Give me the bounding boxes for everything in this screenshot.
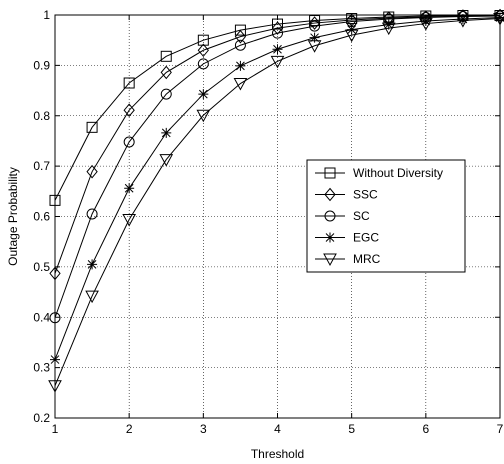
data-point: [234, 39, 246, 51]
data-point: [124, 183, 135, 194]
data-point: [86, 121, 98, 133]
data-point: [86, 208, 98, 220]
y-axis-label: Outage Probability: [6, 167, 20, 266]
y-tick-label: 0.4: [33, 310, 50, 324]
data-point: [160, 65, 172, 80]
data-point: [270, 55, 285, 69]
data-point: [309, 32, 320, 43]
x-tick-label: 3: [200, 422, 207, 436]
data-point: [493, 13, 504, 26]
x-tick-label: 5: [348, 422, 355, 436]
legend-marker: [323, 253, 337, 267]
legend-entry: SC: [315, 209, 370, 223]
legend-label: SC: [353, 209, 370, 223]
x-axis-label: Threshold: [251, 447, 304, 461]
data-point: [160, 50, 172, 62]
data-point: [198, 89, 209, 100]
data-point: [234, 29, 247, 44]
data-point: [197, 58, 209, 70]
tick-layer: 1 2 3 4 5 6 7 0.2 0.3 0.4 0.5 0.6 0.7 0.8 0.9 1: [33, 8, 503, 436]
legend-marker: [325, 232, 335, 243]
data-point: [346, 24, 357, 35]
y-tick-label: 0.2: [33, 411, 50, 425]
x-tick-label: 6: [422, 422, 429, 436]
data-point: [456, 15, 470, 28]
x-tick-label: 1: [52, 422, 59, 436]
data-point: [235, 60, 246, 71]
axes-layer: [54, 14, 501, 419]
data-point: [383, 19, 394, 30]
data-point: [272, 44, 283, 55]
y-tick-label: 0.3: [33, 361, 50, 375]
legend-label: SSC: [353, 188, 378, 202]
legend-label: MRC: [353, 252, 381, 266]
legend-entry: EGC: [315, 231, 379, 245]
data-point: [234, 24, 246, 36]
data-point: [344, 29, 359, 43]
x-tick-label: 4: [274, 422, 281, 436]
legend-entry: Without Diversity: [315, 166, 443, 180]
y-tick-label: 1: [43, 8, 50, 22]
legend-marker: [324, 210, 336, 222]
plot-frame: [54, 14, 501, 419]
data-point: [197, 34, 209, 46]
data-point: [85, 290, 99, 304]
data-point: [123, 77, 135, 89]
data-point: [381, 22, 396, 36]
legend: Without Diversity SSC SC EGC MRC: [306, 159, 466, 273]
y-tick-label: 0.9: [33, 58, 50, 72]
x-tick-label: 2: [126, 422, 133, 436]
data-point: [87, 259, 98, 270]
legend-marker: [324, 167, 336, 179]
series-mrc: [48, 13, 504, 393]
data-point: [123, 103, 135, 117]
data-point: [233, 78, 248, 91]
data-point: [86, 164, 98, 179]
data-point: [123, 136, 135, 148]
data-point: [271, 21, 284, 35]
legend-entry: MRC: [315, 252, 381, 267]
y-tick-label: 0.5: [33, 260, 50, 274]
data-point: [122, 214, 137, 227]
data-point: [161, 127, 172, 138]
data-point: [308, 16, 321, 30]
data-point: [309, 15, 321, 27]
series-line: [54, 18, 501, 386]
legend-label: EGC: [353, 231, 379, 245]
legend-label: Without Diversity: [353, 166, 443, 180]
data-point: [159, 154, 174, 167]
data-point: [197, 43, 209, 58]
legend-entry: SSC: [315, 188, 378, 202]
data-point: [307, 40, 322, 53]
data-point: [196, 109, 211, 123]
y-tick-label: 0.7: [33, 159, 50, 173]
data-point: [309, 20, 321, 32]
legend-marker: [324, 187, 336, 202]
y-tick-label: 0.8: [33, 109, 50, 123]
data-point: [420, 16, 431, 27]
x-tick-label: 7: [497, 422, 504, 436]
data-point: [272, 27, 283, 39]
data-point: [457, 14, 468, 25]
y-tick-label: 0.6: [33, 210, 50, 224]
data-point: [160, 88, 172, 100]
